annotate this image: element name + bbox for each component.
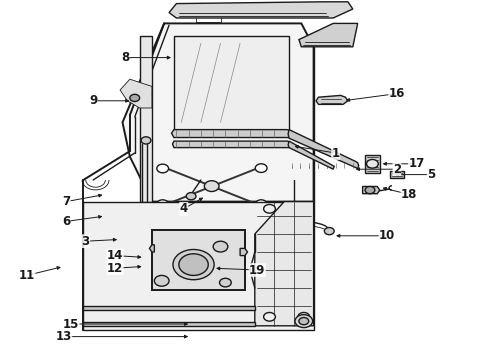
Polygon shape (140, 36, 152, 202)
Text: 13: 13 (55, 330, 72, 343)
Polygon shape (288, 141, 334, 169)
Circle shape (225, 228, 235, 235)
Circle shape (365, 186, 375, 194)
Polygon shape (288, 130, 359, 168)
Polygon shape (120, 79, 152, 108)
Polygon shape (83, 306, 255, 310)
Polygon shape (83, 202, 314, 330)
Polygon shape (255, 202, 314, 326)
Circle shape (255, 200, 267, 208)
Circle shape (157, 200, 169, 208)
Circle shape (186, 193, 196, 200)
Circle shape (264, 204, 275, 213)
Polygon shape (172, 141, 290, 148)
Polygon shape (83, 322, 255, 326)
Polygon shape (169, 2, 353, 18)
Text: 7: 7 (62, 195, 70, 208)
Text: 15: 15 (63, 318, 79, 330)
Circle shape (141, 137, 151, 144)
Text: 18: 18 (401, 188, 417, 201)
Polygon shape (172, 130, 292, 138)
Text: 8: 8 (121, 51, 129, 64)
Circle shape (220, 278, 231, 287)
Polygon shape (122, 23, 314, 202)
Polygon shape (365, 155, 380, 173)
Text: 10: 10 (379, 229, 395, 242)
Circle shape (154, 275, 169, 286)
Circle shape (367, 159, 378, 168)
Circle shape (264, 312, 275, 321)
Circle shape (295, 315, 313, 328)
Ellipse shape (180, 240, 207, 249)
Polygon shape (152, 230, 245, 290)
Text: 4: 4 (180, 202, 188, 215)
Text: 5: 5 (427, 168, 435, 181)
Text: 6: 6 (62, 215, 70, 228)
Circle shape (130, 94, 140, 102)
Text: 12: 12 (107, 262, 123, 275)
Circle shape (173, 249, 214, 280)
Text: 17: 17 (408, 157, 425, 170)
Polygon shape (240, 248, 247, 256)
Text: 3: 3 (82, 235, 90, 248)
Polygon shape (390, 171, 404, 178)
Circle shape (179, 254, 208, 275)
Text: 19: 19 (249, 264, 266, 276)
Circle shape (204, 181, 219, 192)
Polygon shape (122, 235, 133, 241)
Polygon shape (316, 95, 348, 104)
Text: 16: 16 (389, 87, 405, 100)
Circle shape (213, 241, 228, 252)
Text: 9: 9 (89, 94, 97, 107)
Circle shape (255, 164, 267, 172)
Text: 1: 1 (332, 147, 340, 159)
Polygon shape (149, 245, 154, 252)
Circle shape (140, 89, 152, 98)
Text: 14: 14 (107, 249, 123, 262)
Text: 11: 11 (19, 269, 35, 282)
Circle shape (298, 312, 310, 321)
Circle shape (299, 318, 309, 325)
Text: 2: 2 (393, 163, 401, 176)
Polygon shape (299, 23, 358, 47)
Polygon shape (174, 36, 289, 130)
Circle shape (157, 164, 169, 173)
Polygon shape (363, 186, 380, 194)
Circle shape (324, 228, 334, 235)
